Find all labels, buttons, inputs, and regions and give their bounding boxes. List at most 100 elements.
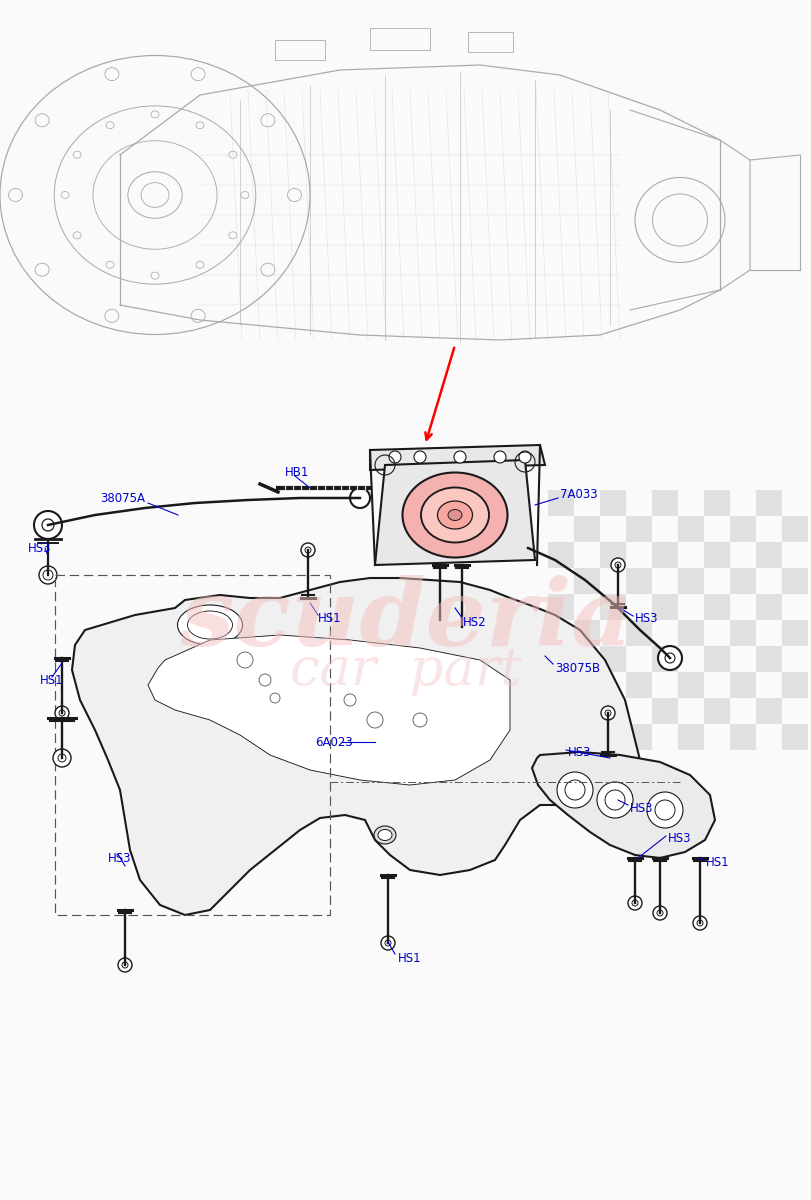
Bar [703,594,729,620]
Circle shape [600,706,614,720]
Bar [625,620,651,646]
Bar [599,698,625,724]
Bar [755,490,781,516]
Bar [573,620,599,646]
Polygon shape [148,635,509,785]
Bar [781,620,807,646]
Bar [599,542,625,568]
Circle shape [55,706,69,720]
Bar [599,594,625,620]
Ellipse shape [402,473,507,558]
Bar [547,542,573,568]
Ellipse shape [378,829,392,840]
Bar [677,568,703,594]
Circle shape [53,749,71,767]
Bar [729,620,755,646]
Circle shape [237,652,253,668]
Circle shape [34,511,62,539]
Bar [781,672,807,698]
Bar [625,516,651,542]
Bar [625,568,651,594]
Bar [651,542,677,568]
Bar [703,542,729,568]
Bar [729,724,755,750]
Bar [703,646,729,672]
Bar [573,516,599,542]
Ellipse shape [374,826,396,844]
Circle shape [454,620,469,634]
Circle shape [388,451,401,463]
Ellipse shape [437,502,472,529]
Circle shape [564,780,584,800]
Text: car  part: car part [290,644,521,696]
Polygon shape [531,752,714,858]
Polygon shape [72,578,639,914]
Bar [755,594,781,620]
Bar [573,568,599,594]
Bar [651,646,677,672]
Polygon shape [375,460,534,565]
Bar [703,490,729,516]
Ellipse shape [178,605,242,646]
Bar [625,672,651,698]
Text: scuderia: scuderia [179,575,632,665]
Bar [781,568,807,594]
Ellipse shape [448,510,461,521]
Text: HS3: HS3 [629,802,653,815]
Bar [677,724,703,750]
Text: 38075A: 38075A [100,492,145,504]
Bar [651,490,677,516]
Circle shape [518,451,530,463]
Bar [467,32,513,52]
Circle shape [118,958,132,972]
Bar [781,724,807,750]
Text: HS1: HS1 [40,673,63,686]
Ellipse shape [187,611,232,638]
Circle shape [301,542,315,557]
Text: HB1: HB1 [285,466,309,479]
Bar [599,490,625,516]
Bar [703,698,729,724]
Bar [677,672,703,698]
Circle shape [652,906,666,920]
Bar [729,568,755,594]
Text: 7A033: 7A033 [560,487,597,500]
Bar [547,490,573,516]
Circle shape [604,790,624,810]
Text: HS1: HS1 [705,856,729,869]
Bar [651,594,677,620]
Circle shape [596,782,633,818]
Circle shape [270,692,280,703]
Circle shape [654,800,674,820]
Circle shape [350,488,370,508]
Circle shape [646,792,682,828]
Bar [755,698,781,724]
Bar [755,542,781,568]
Circle shape [344,694,355,706]
Bar [599,646,625,672]
Circle shape [453,451,466,463]
Bar [729,672,755,698]
Polygon shape [370,445,544,470]
Circle shape [413,713,427,727]
Circle shape [610,558,624,572]
Bar [573,672,599,698]
Bar [755,646,781,672]
Bar [781,516,807,542]
Bar [651,698,677,724]
Text: HS1: HS1 [397,952,421,965]
Bar [275,40,324,60]
Text: HS3: HS3 [28,541,51,554]
Circle shape [627,896,642,910]
Circle shape [432,613,446,626]
Bar [370,28,430,50]
Circle shape [259,674,271,686]
Text: 38075B: 38075B [554,661,599,674]
Text: HS3: HS3 [634,612,658,624]
Bar [625,724,651,750]
Text: HS3: HS3 [108,852,131,864]
Bar [547,594,573,620]
Bar [677,620,703,646]
Ellipse shape [420,487,488,542]
Text: HS3: HS3 [667,832,691,845]
